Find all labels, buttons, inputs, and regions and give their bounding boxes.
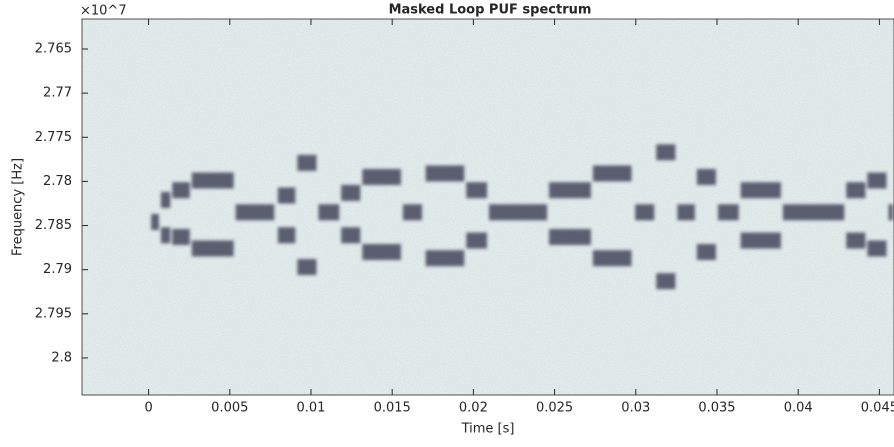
y-tick-label: 2.775 [35,130,72,145]
spectral-band [656,144,676,161]
x-tick-label: 0.01 [297,401,326,416]
spectral-band [696,168,716,185]
x-tick-label: 0.04 [784,401,813,416]
y-tick-label: 2.795 [35,306,72,321]
spectral-band [592,165,632,182]
x-tick-label: 0.035 [698,401,735,416]
spectral-band [867,240,887,257]
spectral-band [466,232,487,249]
x-axis-label: Time [s] [461,422,515,437]
noise-texture [82,19,894,395]
spectral-band [318,204,340,221]
x-tick-label: 0.02 [459,401,488,416]
y-tick-label: 2.765 [35,42,72,57]
spectral-band [297,259,317,276]
spectral-band [160,227,171,244]
spectral-band [846,232,866,249]
spectral-band [656,273,676,290]
spectral-band [740,232,781,249]
y-tick-label: 2.79 [43,262,72,277]
spectral-band [402,204,423,221]
plot-frame [81,18,894,396]
spectral-band [677,204,695,221]
spectral-band [160,191,171,208]
spectral-band [151,214,159,231]
spectral-band [172,182,190,199]
y-axis-label: Frequency [Hz] [11,158,26,256]
spectral-band [717,204,739,221]
spectral-band [235,204,275,221]
y-tick-label: 2.77 [43,86,72,101]
chart-title: Masked Loop PUF spectrum [389,3,592,18]
spectral-band [425,250,465,267]
spectral-band [191,172,234,189]
spectral-band [867,172,887,189]
spectral-band [297,154,317,171]
spectral-band [549,182,591,199]
y-tick-label: 2.785 [35,218,72,233]
spectral-band [592,250,632,267]
spectral-band [549,229,591,246]
spectral-band [362,168,401,185]
x-tick-label: 0.045 [861,401,894,416]
spectral-band [172,229,190,246]
spectral-band [362,244,401,261]
y-tick-label: 2.78 [43,174,72,189]
spectral-band [782,204,845,221]
spectral-band [277,227,296,244]
x-tick-label: 0.03 [621,401,650,416]
spectral-band [740,182,781,199]
spectral-band [696,244,716,261]
x-tick-label: 0.015 [374,401,411,416]
spectral-band [277,187,296,204]
spectrum [151,144,893,290]
x-tick-label: 0.025 [536,401,573,416]
y-tick-label: 2.8 [51,350,72,365]
x-tick-label: 0.005 [211,401,248,416]
spectral-band [191,240,234,257]
spectral-band [635,204,655,221]
spectral-band [888,204,893,221]
y-exponent: ×10^7 [80,4,127,19]
spectral-band [425,165,465,182]
spectral-band [846,182,866,199]
spectral-band [341,227,361,244]
spectral-band [341,184,361,201]
x-tick-label: 0 [144,401,152,416]
spectral-band [489,204,548,221]
spectral-band [466,182,487,199]
